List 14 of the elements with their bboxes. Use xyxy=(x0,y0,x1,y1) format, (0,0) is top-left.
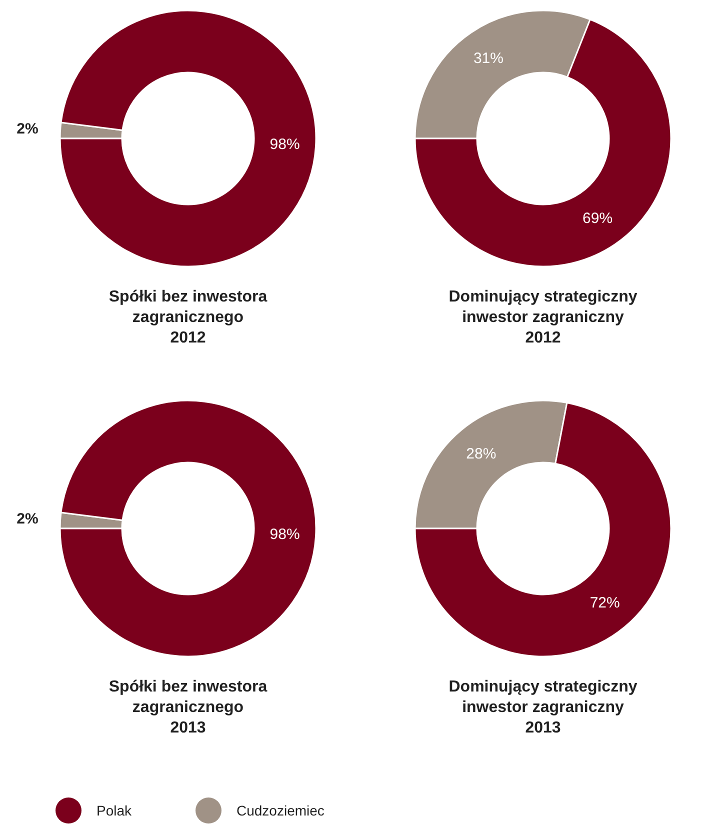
data-label: 69% xyxy=(582,210,613,228)
data-label: 28% xyxy=(466,445,496,462)
text: Dominujący strategiczny inwestor zagraniczny 2012 xyxy=(448,288,638,346)
legend-label: Cudzoziemiec xyxy=(236,802,324,818)
data-label: 31% xyxy=(473,50,504,67)
text: Spółki bez inwestora zagranicznego 2013 xyxy=(108,678,268,736)
data-label: 98% xyxy=(270,526,300,544)
text: Dominujący strategiczny inwestor zagraniczny 2013 xyxy=(448,678,638,736)
data-label: 2% xyxy=(16,120,38,138)
text: Spółki bez inwestora zagranicznego 2012 xyxy=(108,288,268,346)
data-label: 98% xyxy=(270,136,300,154)
data-label: 72% xyxy=(590,594,620,612)
data-label: 2% xyxy=(16,510,38,528)
legend-label: Polak xyxy=(96,802,133,818)
